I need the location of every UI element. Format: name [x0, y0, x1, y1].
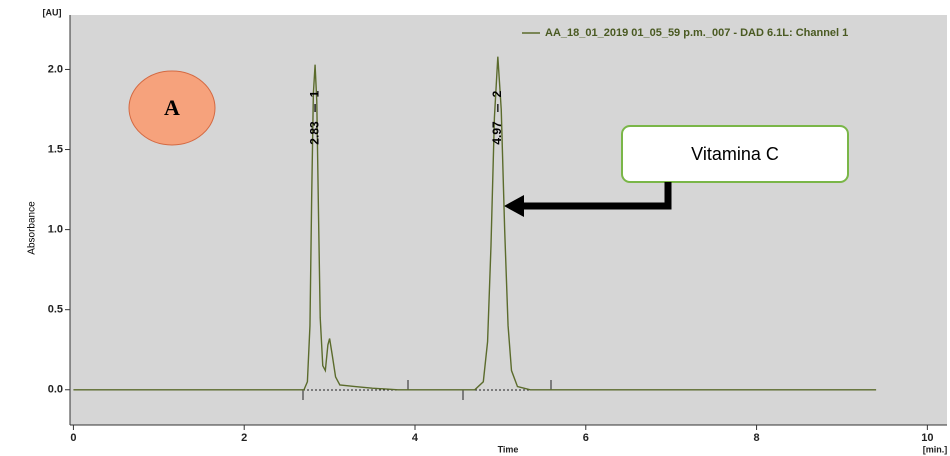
trace — [73, 56, 877, 391]
x-tick-label: 4 — [412, 432, 419, 444]
peak-id: 2 — [490, 90, 504, 97]
annotation-a: A — [164, 95, 180, 120]
y-tick-label: 2.0 — [48, 63, 63, 75]
x-unit: [min.] — [923, 444, 948, 454]
y-axis-title: Absorbance — [27, 201, 38, 255]
y-tick-label: 0.0 — [48, 384, 63, 396]
plot-area — [70, 15, 947, 425]
x-tick-label: 2 — [241, 432, 247, 444]
y-tick-label: 1.0 — [48, 224, 63, 236]
x-tick-label: 10 — [921, 432, 933, 444]
legend-label: AA_18_01_2019 01_05_59 p.m._007 - DAD 6.… — [545, 27, 848, 39]
y-tick-label: 1.5 — [48, 143, 63, 155]
x-tick-label: 0 — [70, 432, 76, 444]
annotation-circle — [128, 70, 216, 146]
callout-text: Vitamina C — [691, 144, 779, 164]
y-tick-label: 0.5 — [48, 304, 63, 316]
peak-time: 2.83 — [307, 121, 321, 145]
x-axis-title: Time — [498, 444, 519, 454]
x-tick-label: 6 — [583, 432, 589, 444]
callout-arrow — [522, 182, 672, 210]
x-tick-label: 8 — [754, 432, 760, 444]
peak-id: 1 — [307, 90, 321, 97]
y-unit: [AU] — [43, 7, 62, 17]
callout-box — [621, 125, 849, 183]
peak-time: 4.97 — [490, 121, 504, 145]
arrow-head — [504, 195, 524, 217]
